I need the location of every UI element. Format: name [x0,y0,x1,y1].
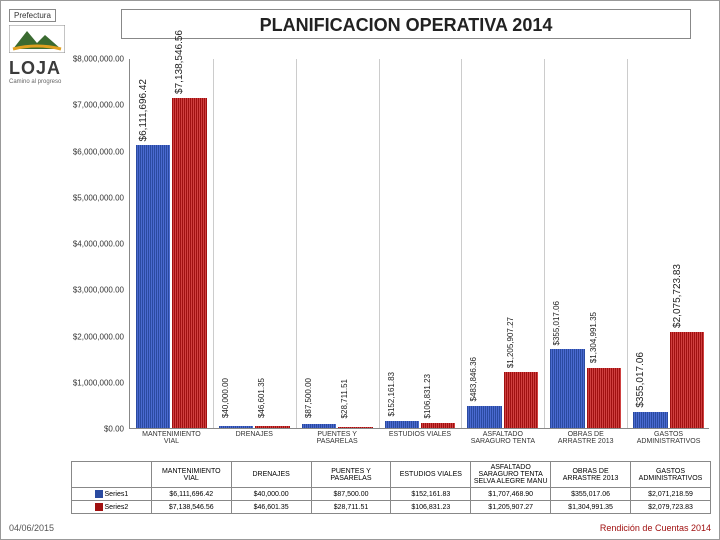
table-cell: $7,138,546.56 [151,501,231,514]
y-axis-label: $1,000,000.00 [68,378,124,387]
plot-area: $0.00$1,000,000.00$2,000,000.00$3,000,00… [129,59,709,429]
legend-swatch-icon [95,503,103,511]
table-cell: $87,500.00 [311,488,391,501]
table-cell: $1,205,907.27 [471,501,551,514]
y-axis-label: $3,000,000.00 [68,286,124,295]
bar-series1 [550,349,584,428]
bar-value-label: $1,304,991.35 [589,312,598,363]
table-cell: $28,711.51 [311,501,391,514]
bar-series1 [302,424,336,428]
bar-value-label: $7,138,546.56 [174,30,185,94]
table-cell: $106,831.23 [391,501,471,514]
bar-value-label: $2,075,723.83 [672,264,683,328]
y-axis-label: $8,000,000.00 [68,55,124,64]
bar-value-label: $355,017.06 [552,301,561,346]
bar-value-label: $483,846.36 [469,357,478,402]
table-header: PUENTES Y PASARELAS [311,462,391,488]
bar-series2 [338,427,372,428]
bar-chart: $0.00 $1,000,000.00 $2,000,000.00 $3,000,00… [71,59,711,459]
footer-date: 04/06/2015 [9,523,54,533]
gridline [627,59,628,428]
table-header: DRENAJES [231,462,311,488]
bar-series2 [504,372,538,428]
gridline [213,59,214,428]
y-axis-label: $7,000,000.00 [68,101,124,110]
table-header: GASTOS ADMINISTRATIVOS [631,462,711,488]
y-axis-label: $0.00 [68,425,124,434]
footer-caption: Rendición de Cuentas 2014 [600,523,711,533]
bar-series1 [219,426,253,428]
data-table: MANTENIMIENTO VIALDRENAJESPUENTES Y PASA… [71,461,711,514]
table-cell: $40,000.00 [231,488,311,501]
gridline [544,59,545,428]
bar-series1 [633,412,667,428]
bar-series2 [421,423,455,428]
bar-value-label: $40,000.00 [221,378,230,418]
bar-series2 [670,332,704,428]
bar-value-label: $355,017.06 [635,352,646,408]
table-series-name: Series1 [72,488,152,501]
category-label: ESTUDIOS VIALES [379,431,462,438]
bar-value-label: $152,161.83 [387,372,396,417]
y-axis-label: $4,000,000.00 [68,240,124,249]
y-axis-label: $2,000,000.00 [68,332,124,341]
bar-value-label: $46,601.35 [257,378,266,418]
table-header: ASFALTADO SARAGURO TENTA SELVA ALEGRE MA… [471,462,551,488]
table-header: ESTUDIOS VIALES [391,462,471,488]
bar-series2 [587,368,621,428]
logo-prefectura: Prefectura [9,9,56,22]
y-axis-label: $6,000,000.00 [68,147,124,156]
table-cell: $2,071,218.59 [631,488,711,501]
logo-mountain-icon [9,25,109,58]
y-axis-label: $5,000,000.00 [68,193,124,202]
bar-series1 [467,406,501,428]
gridline [461,59,462,428]
category-label: MANTENIMIENTOVIAL [130,431,213,446]
bar-value-label: $87,500.00 [304,378,313,418]
table-header: MANTENIMIENTO VIAL [151,462,231,488]
bar-value-label: $106,831.23 [423,374,432,419]
category-label: DRENAJES [213,431,296,438]
table-header: OBRAS DE ARRASTRE 2013 [551,462,631,488]
gridline [379,59,380,428]
bar-series1 [136,145,170,428]
table-series-name: Series2 [72,501,152,514]
bar-series2 [172,98,206,428]
table-cell: $2,079,723.83 [631,501,711,514]
bar-value-label: $28,711.51 [340,379,349,418]
gridline [296,59,297,428]
category-label: PUENTES YPASARELAS [296,431,379,446]
table-cell: $1,304,991.35 [551,501,631,514]
bar-series2 [255,426,289,428]
category-label: GASTOSADMINISTRATIVOS [627,431,710,446]
page-title: PLANIFICACION OPERATIVA 2014 [121,9,691,39]
bar-series1 [385,421,419,428]
table-cell: $1,707,468.90 [471,488,551,501]
category-label: OBRAS DEARRASTRE 2013 [544,431,627,446]
table-cell: $152,161.83 [391,488,471,501]
bar-value-label: $1,205,907.27 [506,317,515,368]
table-cell: $46,601.35 [231,501,311,514]
bar-value-label: $6,111,696.42 [138,79,149,141]
category-label: ASFALTADOSARAGURO TENTA [461,431,544,446]
legend-swatch-icon [95,490,103,498]
table-cell: $6,111,696.42 [151,488,231,501]
table-cell: $355,017.06 [551,488,631,501]
